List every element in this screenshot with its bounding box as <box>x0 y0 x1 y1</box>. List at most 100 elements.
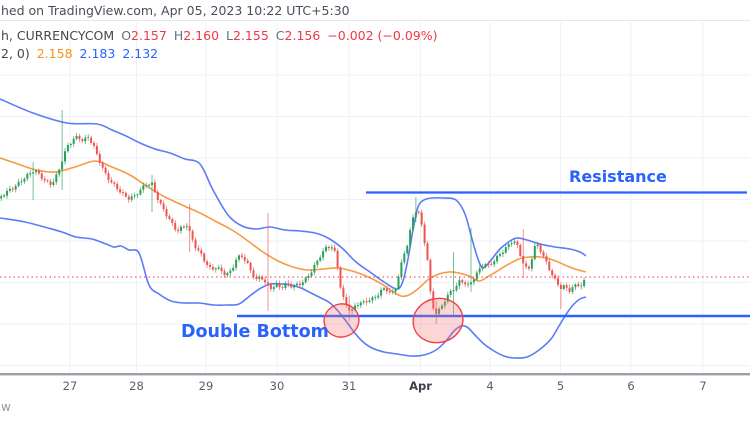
candle <box>113 182 116 184</box>
candle <box>151 182 153 186</box>
candle <box>69 143 72 146</box>
x-axis-label: 29 <box>198 379 214 393</box>
candle <box>435 308 438 314</box>
candle <box>333 247 336 251</box>
candle <box>409 229 412 246</box>
candle <box>214 268 217 270</box>
candle <box>180 226 182 231</box>
candle <box>284 283 287 288</box>
candle <box>124 192 127 197</box>
bollinger-lower-band <box>0 217 587 359</box>
resistance-label[interactable]: Resistance <box>569 167 667 186</box>
candle <box>487 263 490 265</box>
candle <box>272 286 275 290</box>
candle <box>577 284 580 287</box>
candle <box>414 212 417 218</box>
candle <box>298 283 301 286</box>
candle <box>235 259 238 268</box>
candle <box>293 285 296 288</box>
candle <box>203 253 206 262</box>
candle <box>26 174 29 179</box>
candle <box>162 203 165 210</box>
candle <box>78 135 81 140</box>
change-text: −0.002 (−0.09%) <box>327 28 438 43</box>
double-bottom-circle-1[interactable] <box>320 300 363 341</box>
candle <box>223 271 226 276</box>
candle <box>182 226 185 228</box>
candle <box>504 247 507 253</box>
candle <box>188 226 191 232</box>
candle <box>429 259 432 292</box>
candle <box>301 282 304 286</box>
candle <box>423 224 426 244</box>
candle <box>32 172 35 174</box>
candle <box>388 291 391 293</box>
ohlc-open: O2.157 <box>121 28 167 43</box>
candle <box>307 275 310 278</box>
candle <box>194 239 197 249</box>
candle <box>545 256 548 262</box>
candle <box>20 181 23 183</box>
pane-separator[interactable] <box>0 373 750 376</box>
candle <box>530 259 533 269</box>
candle <box>95 145 98 155</box>
candle <box>275 283 278 287</box>
double-bottom-circle-2[interactable] <box>409 293 468 347</box>
candle <box>206 261 209 266</box>
candle <box>519 244 522 256</box>
candle <box>571 287 574 292</box>
candle <box>533 245 536 260</box>
candle <box>185 226 188 228</box>
bb-basis-value: 2.158 <box>36 46 73 61</box>
candle <box>559 284 562 289</box>
x-axis-label: 7 <box>699 379 707 393</box>
candle <box>209 265 211 267</box>
candle <box>513 241 516 244</box>
double-bottom-label[interactable]: Double Bottom <box>181 322 329 342</box>
candle <box>171 219 174 223</box>
ohlc-close: C2.156 <box>275 28 321 43</box>
candle <box>252 270 255 278</box>
candle <box>446 294 449 302</box>
candle <box>368 300 371 302</box>
candle <box>551 270 554 276</box>
bollinger-upper-band <box>0 98 587 290</box>
x-axis-label: 6 <box>627 379 635 393</box>
candle <box>417 211 420 213</box>
candle <box>238 255 240 260</box>
candle <box>467 283 470 285</box>
candle <box>269 284 272 290</box>
ohlc-high: H2.160 <box>173 28 220 43</box>
candle <box>197 248 200 251</box>
candle <box>64 151 66 162</box>
candle <box>351 309 354 311</box>
candle <box>116 183 119 190</box>
candle <box>220 267 223 272</box>
symbol-text: h, CURRENCYCOM <box>1 28 115 43</box>
candle <box>345 297 348 305</box>
candle <box>101 162 104 168</box>
candle <box>374 297 377 298</box>
candle <box>542 251 545 257</box>
candle <box>281 287 284 288</box>
candle <box>365 301 368 303</box>
candle <box>75 135 78 139</box>
candle <box>8 188 11 191</box>
candle <box>139 189 142 195</box>
candle <box>443 301 446 306</box>
candle <box>49 181 52 185</box>
candle <box>84 137 87 142</box>
candle <box>249 262 252 271</box>
candle <box>72 138 75 144</box>
x-axis-label: 4 <box>486 379 494 393</box>
candle <box>11 188 14 190</box>
candle <box>156 191 159 201</box>
candle <box>580 285 583 287</box>
candle <box>403 253 406 263</box>
candle <box>40 173 43 179</box>
time-axis[interactable]: 27 28 29 30 31 Apr 4 5 6 7 <box>0 379 750 395</box>
candle <box>122 192 124 194</box>
candle <box>148 184 151 186</box>
candle <box>145 185 148 186</box>
